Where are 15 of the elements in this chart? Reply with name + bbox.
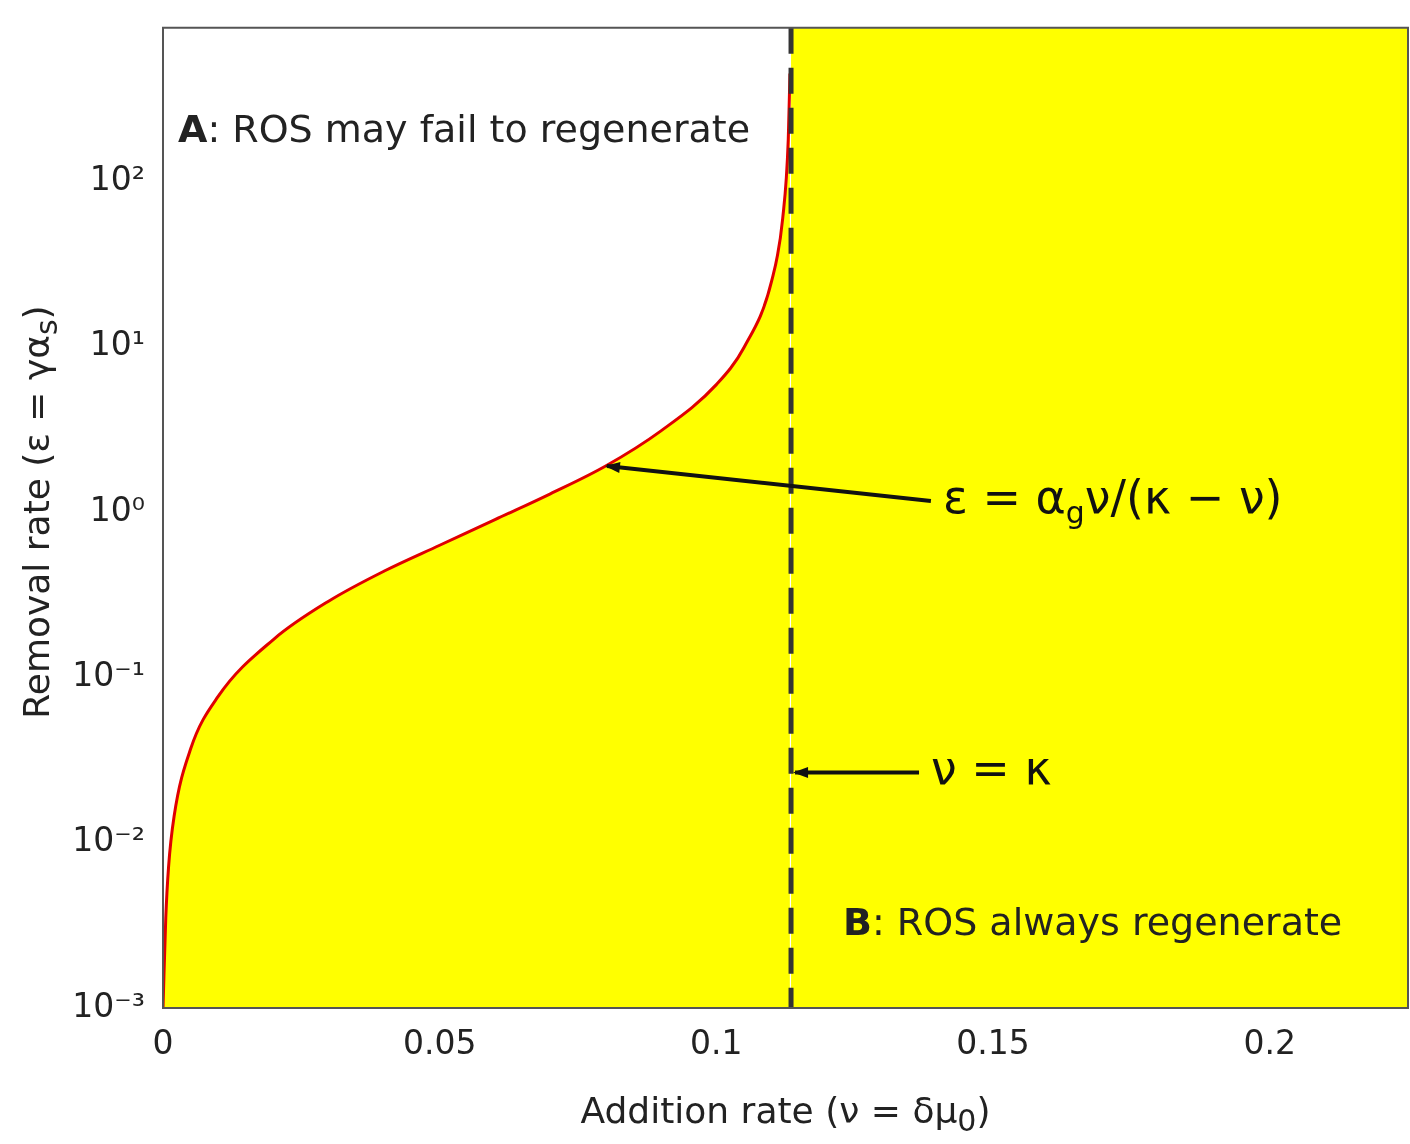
x-tick-label: 0.2 — [1243, 1023, 1296, 1063]
y-tick-label: 10⁰ — [89, 489, 145, 529]
x-tick-label: 0.05 — [402, 1023, 477, 1063]
y-tick-label: 10¹ — [89, 324, 145, 364]
x-tick-label: 0.1 — [690, 1023, 743, 1063]
y-tick-label: 10² — [89, 159, 145, 199]
annotation: A: ROS may fail to regenerate — [178, 106, 751, 151]
x-axis-title: Addition rate (ν = δμ$_{0}$) — [579, 1090, 992, 1139]
x-tick-label: 0 — [152, 1023, 174, 1063]
annotation: B: ROS always regenerate — [843, 899, 1343, 944]
x-tick-label: 0.15 — [956, 1023, 1030, 1063]
annotation: ν = κ — [931, 741, 1052, 796]
y-tick-label: 10⁻³ — [72, 985, 145, 1025]
y-tick-label: 10⁻² — [72, 820, 145, 860]
y-tick-label: 10⁻¹ — [72, 654, 145, 694]
